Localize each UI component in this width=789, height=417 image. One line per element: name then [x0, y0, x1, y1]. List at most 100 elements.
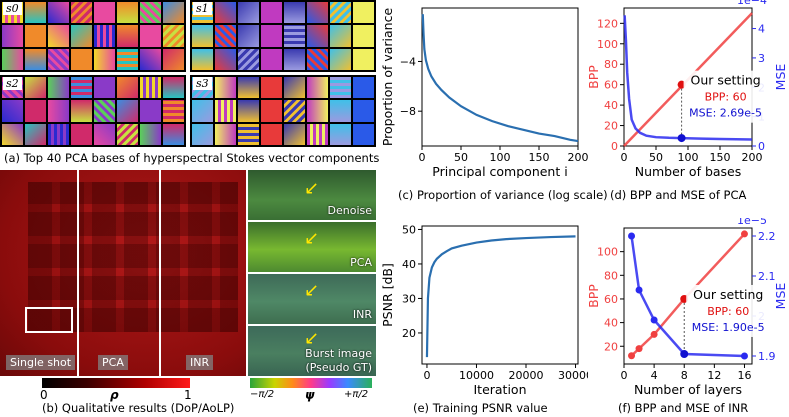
basis-tile: [215, 48, 236, 70]
annotation-bpp: BPP: 60: [705, 91, 747, 104]
basis-tile: [140, 25, 161, 47]
basis-tile: [192, 48, 213, 70]
y-right-tick-label: 1.9: [758, 350, 776, 363]
basis-tile: [215, 123, 236, 145]
y-tick-label: −4: [400, 55, 416, 68]
x-axis-label: Number of layers: [634, 382, 742, 397]
basis-tile: [238, 100, 259, 122]
x-axis-label: Iteration: [473, 382, 526, 397]
basis-tile: [140, 2, 161, 24]
basis-tile: [25, 77, 46, 99]
colorbar-psi-max: +π/2: [344, 389, 369, 400]
crop-label-pca: PCA: [350, 256, 372, 269]
basis-tile: [284, 100, 305, 122]
basis-tile: [94, 123, 115, 145]
annotation-title: Our setting: [690, 73, 760, 88]
crop-denoise: ↙ Denoise: [248, 170, 376, 222]
marker-mse-point: [677, 134, 686, 143]
basis-tile: [25, 48, 46, 70]
basis-tile: [307, 77, 328, 99]
basis-tile: [48, 25, 69, 47]
basis-tile: [94, 2, 115, 24]
annotation-box: [683, 70, 768, 123]
basis-tile: [2, 100, 23, 122]
basis-tile: [2, 123, 23, 145]
mse-point: [635, 286, 643, 294]
crop-label-denoise: Denoise: [327, 204, 373, 217]
x-tick-label: 150: [710, 151, 731, 164]
basis-tile: [284, 77, 305, 99]
basis-tile: [71, 123, 92, 145]
basis-tile: [261, 77, 282, 99]
colorbar-psi: [250, 378, 372, 388]
colorbar-rho-min: 0: [40, 388, 48, 402]
bpp-point: [650, 330, 658, 338]
x-tick-label: 4: [651, 369, 658, 382]
y-left-tick-label: 80: [604, 58, 618, 71]
caption-c: (c) Proportion of variance (log scale): [398, 188, 608, 202]
x-tick-label: 0: [419, 151, 426, 164]
x-tick-label: 100: [678, 151, 699, 164]
plot-frame: [421, 7, 579, 147]
basis-tile: [261, 2, 282, 24]
plot-frame: [421, 225, 579, 365]
basis-tile: [330, 123, 351, 145]
label-pca: PCA: [98, 355, 128, 370]
basis-tile: [163, 2, 184, 24]
basis-tile: [117, 25, 138, 47]
basis-tile: [261, 25, 282, 47]
x-tick-label: 100: [490, 151, 511, 164]
y-axis-label: Proportion of variance: [380, 8, 395, 147]
arrow-icon: ↙: [304, 228, 320, 249]
colorbar-psi-min: −π/2: [250, 389, 275, 400]
basis-grid-s0: [0, 0, 186, 72]
x-tick-label: 50: [649, 151, 663, 164]
y-left-tick-label: 80: [604, 269, 618, 282]
basis-tile: [163, 100, 184, 122]
x-tick-label: 200: [742, 151, 763, 164]
mse-point: [740, 352, 748, 360]
basis-tile: [192, 123, 213, 145]
basis-tile: [284, 123, 305, 145]
y-left-axis-label: BPP: [586, 284, 601, 308]
right-axis-scale: 1e−5: [737, 218, 767, 227]
y-left-tick-label: 100: [597, 38, 618, 51]
basis-tile: [261, 123, 282, 145]
basis-tile: [117, 48, 138, 70]
basis-tile: [25, 123, 46, 145]
basis-tile: [117, 123, 138, 145]
basis-tile: [238, 2, 259, 24]
caption-e: (e) Training PSNR value: [413, 401, 548, 415]
y-left-axis-label: BPP: [586, 65, 601, 89]
basis-tile: [94, 100, 115, 122]
label-single-shot: Single shot: [6, 355, 76, 370]
basis-tile: [71, 77, 92, 99]
y-right-axis-label: MSE: [773, 64, 788, 91]
x-tick-label: 30000: [558, 369, 588, 382]
basis-tile: [117, 100, 138, 122]
marker-mse-point: [680, 350, 689, 358]
basis-tile: [330, 25, 351, 47]
mse-point: [628, 232, 636, 240]
y-tick-label: 30: [402, 292, 416, 305]
x-tick-label: 8: [681, 369, 688, 382]
annotation-bpp: BPP: 60: [707, 305, 749, 318]
y-left-tick-label: 40: [604, 99, 618, 112]
basis-tile: [330, 48, 351, 70]
basis-tile: [48, 2, 69, 24]
basis-tile: [353, 100, 374, 122]
crop-pca: ↙ PCA: [248, 222, 376, 274]
pca-bases-figure: s0 s1 s2 s3: [0, 0, 376, 148]
basis-tile: [48, 77, 69, 99]
basis-tile: [215, 100, 236, 122]
roi-box: [25, 307, 73, 333]
annotation-title: Our setting: [693, 287, 763, 302]
basis-tile: [117, 2, 138, 24]
basis-tile: [94, 77, 115, 99]
basis-tile: [261, 100, 282, 122]
crop-burst: ↙ Burst image (Pseudo GT): [248, 326, 376, 376]
y-left-tick-label: 120: [597, 17, 618, 30]
basis-tile: [330, 77, 351, 99]
caption-b: (b) Qualitative results (DoP/AoLP): [42, 401, 235, 415]
colorbar-rho-max: 1: [184, 388, 192, 402]
